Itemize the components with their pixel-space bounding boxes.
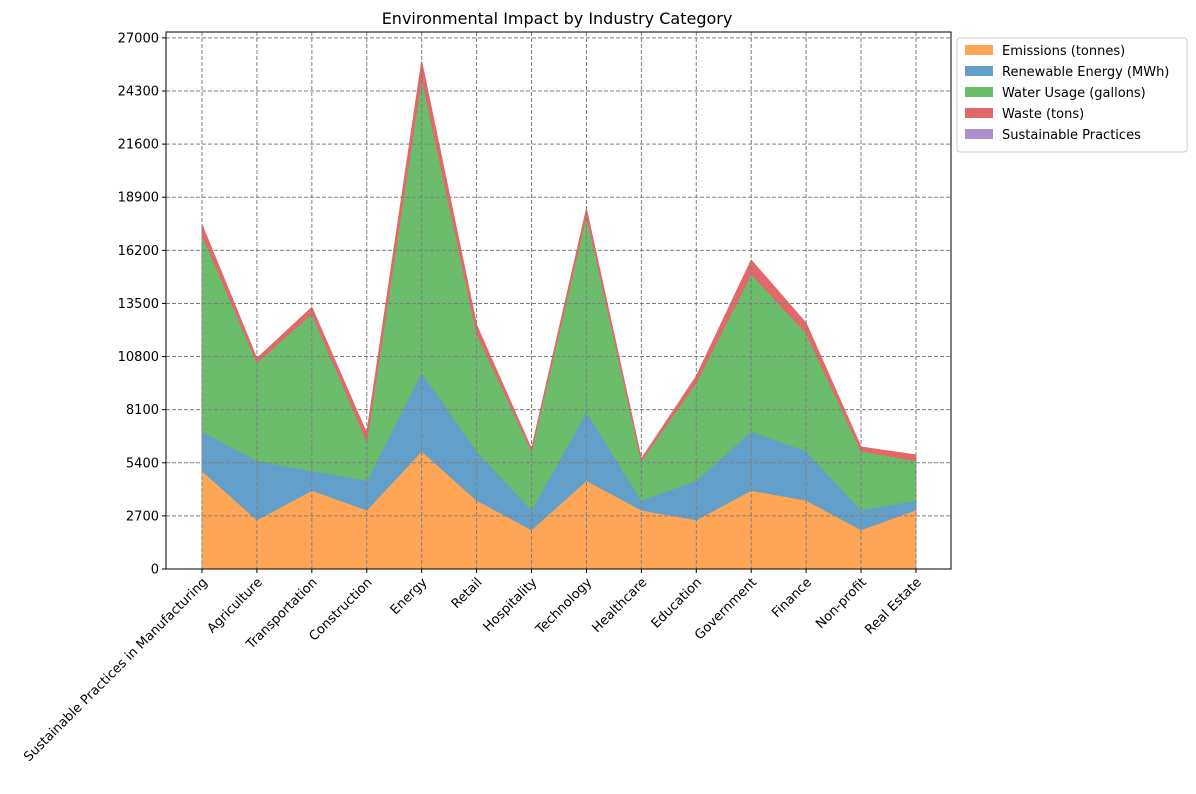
legend: Emissions (tonnes) Renewable Energy (MWh)…: [956, 37, 1188, 153]
x-tick-label-sustainable-practices-in-manufacturing: Sustainable Practices in Manufacturing: [21, 575, 211, 765]
x-tick-label-technology: Technology: [532, 575, 595, 638]
x-tick-label-agriculture: Agriculture: [205, 575, 266, 636]
x-axis: Sustainable Practices in ManufacturingAg…: [21, 569, 925, 765]
legend-swatch-waste-tons: [965, 108, 993, 118]
x-tick-label-healthcare: Healthcare: [589, 575, 650, 636]
legend-swatch-emissions-tonnes: [965, 45, 993, 55]
x-tick-label-non-profit: Non-profit: [813, 575, 870, 632]
y-tick-label-6: 16200: [118, 244, 159, 259]
y-tick-label-3: 8100: [126, 403, 159, 418]
legend-swatch-water-usage-gallons: [965, 87, 993, 97]
y-tick-label-9: 24300: [118, 85, 159, 100]
y-tick-label-10: 27000: [118, 31, 159, 46]
legend-label-renewable-energy-mwh: Renewable Energy (MWh): [1002, 65, 1169, 80]
legend-label-waste-tons: Waste (tons): [1002, 107, 1084, 122]
legend-label-emissions-tonnes: Emissions (tonnes): [1002, 44, 1125, 59]
legend-swatch-sustainable-practices: [965, 129, 993, 139]
x-tick-label-real-estate: Real Estate: [862, 575, 924, 637]
x-tick-label-education: Education: [649, 575, 705, 631]
area-layers: [201, 61, 917, 570]
y-tick-label-5: 13500: [118, 297, 159, 312]
y-tick-label-7: 18900: [118, 191, 159, 206]
legend-box: [956, 37, 1188, 153]
x-tick-label-finance: Finance: [769, 575, 815, 621]
y-axis: 0 2700 5400 8100 10800 13500 16200 18900 21600 24…: [118, 31, 166, 578]
chart-title: Environmental Impact by Industry Categor…: [382, 9, 733, 28]
x-tick-label-retail: Retail: [449, 575, 486, 612]
area-water-usage-gallons: [201, 77, 917, 511]
y-tick-label-1: 2700: [126, 509, 159, 524]
plot-frame: [165, 31, 952, 570]
y-tick-label-4: 10800: [118, 350, 159, 365]
y-tick-label-0: 0: [151, 563, 159, 578]
x-tick-label-hospitality: Hospitality: [481, 575, 541, 635]
legend-label-water-usage-gallons: Water Usage (gallons): [1002, 86, 1146, 101]
y-tick-label-8: 21600: [118, 138, 159, 153]
y-tick-label-2: 5400: [126, 456, 159, 471]
x-tick-label-energy: Energy: [388, 575, 431, 618]
legend-label-sustainable-practices: Sustainable Practices: [1002, 128, 1141, 143]
legend-swatch-renewable-energy-mwh: [965, 66, 993, 76]
